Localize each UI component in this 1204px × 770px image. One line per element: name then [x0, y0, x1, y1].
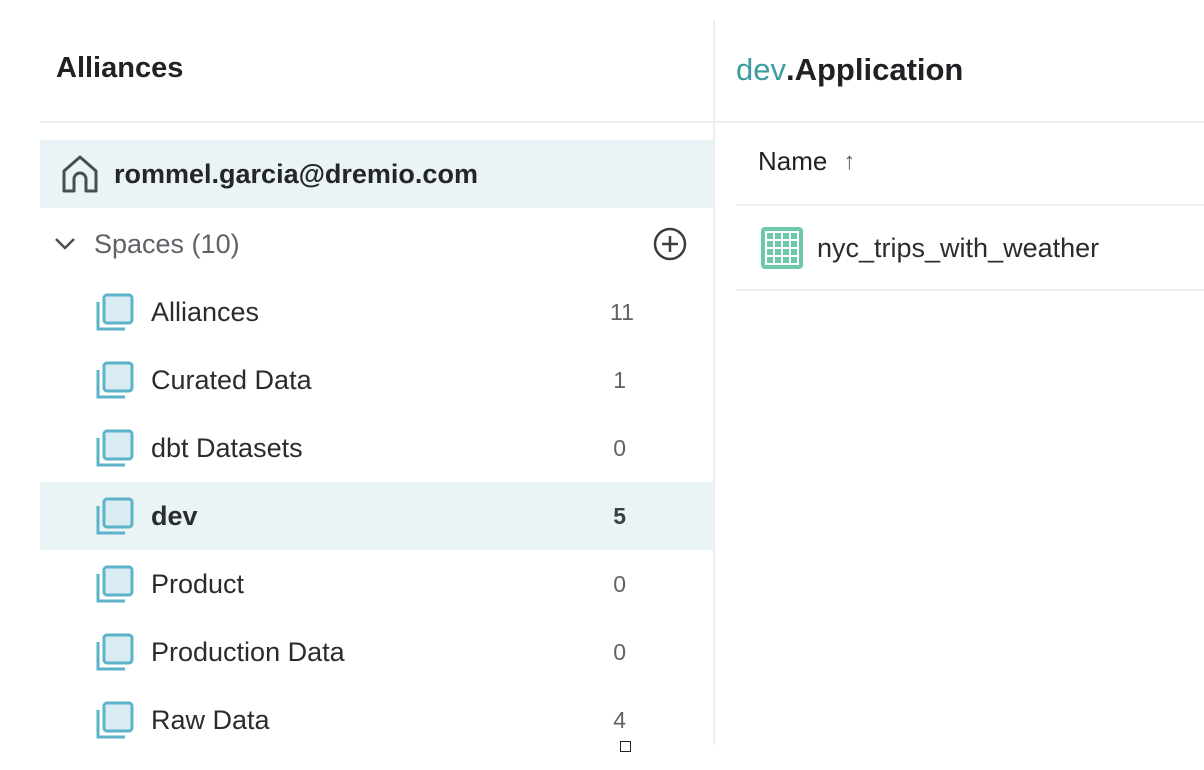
breadcrumb-space-link[interactable]: dev — [736, 52, 786, 87]
space-item[interactable]: Curated Data 1 — [40, 346, 713, 414]
table-dataset-icon — [761, 227, 803, 269]
dataset-row[interactable]: nyc_trips_with_weather — [736, 207, 1204, 289]
space-item[interactable]: Product 0 — [40, 550, 713, 618]
space-item[interactable]: Alliances 11 — [40, 278, 713, 346]
home-icon — [62, 155, 98, 193]
space-icon — [96, 701, 134, 739]
sidebar-title: Alliances — [56, 52, 184, 84]
space-icon — [96, 565, 134, 603]
cursor-marker — [620, 741, 631, 752]
name-column-header[interactable]: Name ↑ — [758, 146, 855, 177]
space-icon — [96, 293, 134, 331]
page-title: dev.Application — [736, 52, 963, 88]
home-space-row[interactable]: rommel.garcia@dremio.com — [40, 140, 713, 208]
chevron-down-icon[interactable] — [54, 237, 76, 251]
space-count: 0 — [613, 638, 626, 665]
space-item[interactable]: Production Data 0 — [40, 618, 713, 686]
space-label: Product — [151, 568, 245, 599]
space-item[interactable]: dev 5 — [40, 482, 713, 550]
space-count: 5 — [613, 502, 626, 529]
divider — [736, 204, 1204, 206]
space-item[interactable]: dbt Datasets 0 — [40, 414, 713, 482]
space-icon — [96, 497, 134, 535]
divider — [40, 121, 713, 123]
column-label: Name — [758, 146, 828, 176]
panel-divider — [713, 20, 715, 745]
space-icon — [96, 361, 134, 399]
space-label: Production Data — [151, 636, 345, 667]
divider — [736, 289, 1204, 291]
space-label: Alliances — [151, 296, 260, 327]
space-count: 11 — [610, 298, 634, 325]
spaces-label: Spaces (10) — [94, 228, 240, 259]
space-label: dev — [151, 500, 198, 531]
dataset-name: nyc_trips_with_weather — [817, 232, 1100, 263]
space-icon — [96, 429, 134, 467]
space-item[interactable]: Raw Data 4 — [40, 686, 713, 754]
sort-ascending-icon: ↑ — [843, 147, 856, 175]
breadcrumb-folder: .Application — [785, 52, 964, 87]
home-label: rommel.garcia@dremio.com — [114, 158, 478, 189]
space-icon — [96, 633, 134, 671]
space-count: 1 — [613, 366, 626, 393]
space-label: dbt Datasets — [151, 432, 303, 463]
space-label: Curated Data — [151, 364, 312, 395]
space-count: 4 — [613, 706, 626, 733]
space-count: 0 — [613, 570, 626, 597]
add-space-button[interactable] — [653, 227, 687, 261]
divider — [715, 121, 1204, 123]
space-count: 0 — [613, 434, 626, 461]
spaces-sidebar: Alliances rommel.garcia@dremio.com Space… — [40, 20, 713, 745]
space-label: Raw Data — [151, 704, 270, 735]
spaces-section-header[interactable]: Spaces (10) — [40, 210, 713, 278]
